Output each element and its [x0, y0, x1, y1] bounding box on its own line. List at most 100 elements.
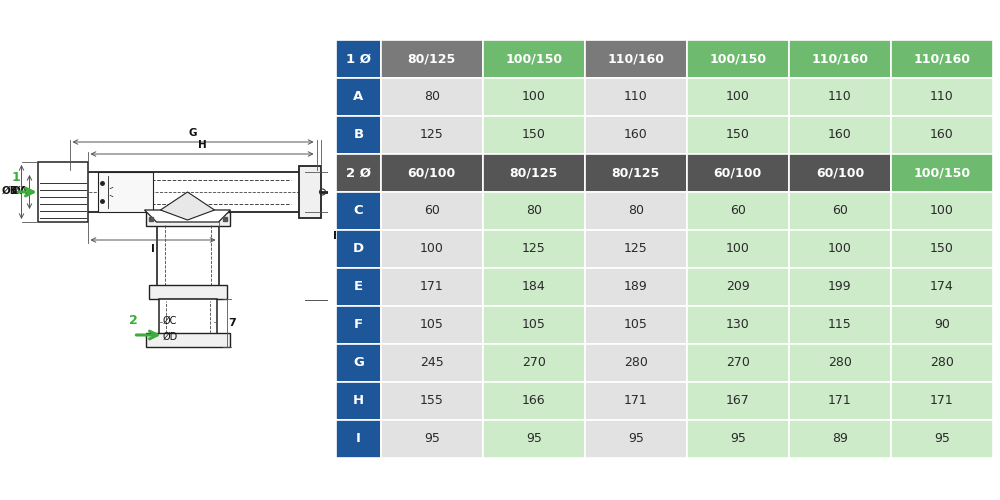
Text: 100/150: 100/150: [913, 166, 971, 179]
Text: E: E: [354, 280, 363, 293]
Bar: [687, 78, 789, 116]
Bar: [381, 78, 483, 116]
Bar: [98, 172, 152, 212]
Bar: [483, 192, 585, 230]
Bar: [789, 344, 891, 382]
Text: 189: 189: [624, 280, 648, 293]
Text: 110/160: 110/160: [913, 52, 970, 66]
Text: 80: 80: [628, 204, 644, 218]
Text: H: H: [198, 140, 206, 150]
Text: 60: 60: [424, 204, 440, 218]
Bar: [789, 40, 891, 78]
Text: 95: 95: [730, 432, 746, 445]
Text: 110: 110: [624, 90, 648, 104]
Bar: [687, 382, 789, 420]
Text: 95: 95: [526, 432, 542, 445]
Bar: [483, 306, 585, 344]
Text: 166: 166: [522, 394, 546, 407]
Bar: [789, 268, 891, 306]
Bar: [687, 40, 789, 78]
Text: 209: 209: [726, 280, 750, 293]
Text: 100: 100: [726, 90, 750, 104]
Bar: [381, 192, 483, 230]
Bar: [585, 192, 687, 230]
Text: 110: 110: [828, 90, 852, 104]
Text: 160: 160: [828, 128, 852, 141]
Bar: [483, 344, 585, 382]
Bar: [891, 268, 993, 306]
Text: 1 Ø: 1 Ø: [346, 52, 371, 66]
Bar: [789, 382, 891, 420]
Text: 105: 105: [420, 318, 444, 331]
Bar: [585, 306, 687, 344]
Bar: [336, 306, 381, 344]
Bar: [158, 299, 216, 335]
Text: 270: 270: [522, 356, 546, 369]
Text: E: E: [334, 231, 341, 241]
Bar: [585, 382, 687, 420]
Text: 130: 130: [726, 318, 750, 331]
Text: 280: 280: [828, 356, 852, 369]
Text: 125: 125: [420, 128, 444, 141]
Bar: [687, 154, 789, 192]
Bar: [336, 40, 381, 78]
Text: H: H: [353, 394, 364, 407]
Bar: [148, 285, 226, 299]
Text: 90: 90: [934, 318, 950, 331]
Bar: [336, 78, 381, 116]
Bar: [381, 40, 483, 78]
Text: 105: 105: [624, 318, 648, 331]
Text: 100/150: 100/150: [505, 52, 562, 66]
Bar: [483, 78, 585, 116]
Text: 199: 199: [828, 280, 852, 293]
Bar: [789, 420, 891, 458]
Bar: [891, 344, 993, 382]
Text: 110: 110: [930, 90, 954, 104]
Bar: [156, 222, 218, 295]
Polygon shape: [160, 192, 214, 220]
Text: F: F: [348, 251, 355, 261]
Bar: [891, 420, 993, 458]
Text: 80/125: 80/125: [408, 52, 456, 66]
Bar: [298, 166, 320, 218]
Text: B: B: [353, 128, 363, 141]
Bar: [336, 192, 381, 230]
Text: 1: 1: [11, 171, 20, 184]
Text: 155: 155: [420, 394, 444, 407]
Bar: [687, 420, 789, 458]
Bar: [483, 268, 585, 306]
Bar: [585, 40, 687, 78]
Text: 171: 171: [828, 394, 852, 407]
Text: 105: 105: [522, 318, 546, 331]
Text: 89: 89: [832, 432, 848, 445]
Bar: [789, 306, 891, 344]
Bar: [483, 382, 585, 420]
Text: 80/125: 80/125: [612, 166, 660, 179]
Text: 100: 100: [930, 204, 954, 218]
Text: 2: 2: [129, 314, 138, 327]
Bar: [381, 382, 483, 420]
Bar: [483, 154, 585, 192]
Bar: [585, 268, 687, 306]
Text: 184: 184: [522, 280, 546, 293]
Bar: [336, 382, 381, 420]
Text: A: A: [353, 90, 363, 104]
Text: 270: 270: [726, 356, 750, 369]
Bar: [336, 154, 381, 192]
Text: 60: 60: [832, 204, 848, 218]
Text: 125: 125: [522, 242, 546, 256]
Bar: [381, 230, 483, 268]
Text: 150: 150: [930, 242, 954, 256]
Bar: [789, 154, 891, 192]
Bar: [687, 230, 789, 268]
Bar: [483, 420, 585, 458]
Text: 60/100: 60/100: [408, 166, 456, 179]
Text: 150: 150: [522, 128, 546, 141]
Bar: [687, 268, 789, 306]
Text: 125: 125: [624, 242, 648, 256]
Bar: [789, 230, 891, 268]
Text: I: I: [356, 432, 361, 445]
Bar: [891, 306, 993, 344]
Text: ØA: ØA: [12, 186, 29, 196]
Text: 95: 95: [424, 432, 440, 445]
